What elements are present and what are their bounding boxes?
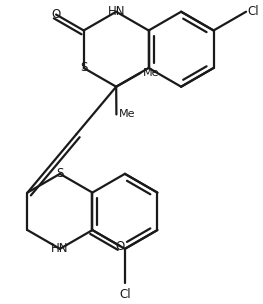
Text: S: S	[80, 61, 87, 74]
Text: HN: HN	[107, 5, 125, 18]
Text: O: O	[52, 8, 61, 21]
Text: HN: HN	[51, 242, 69, 255]
Text: Me: Me	[119, 109, 136, 119]
Text: S: S	[56, 167, 64, 180]
Text: Me: Me	[143, 68, 160, 78]
Text: Cl: Cl	[247, 5, 259, 18]
Text: O: O	[115, 240, 125, 253]
Text: Cl: Cl	[119, 288, 131, 301]
